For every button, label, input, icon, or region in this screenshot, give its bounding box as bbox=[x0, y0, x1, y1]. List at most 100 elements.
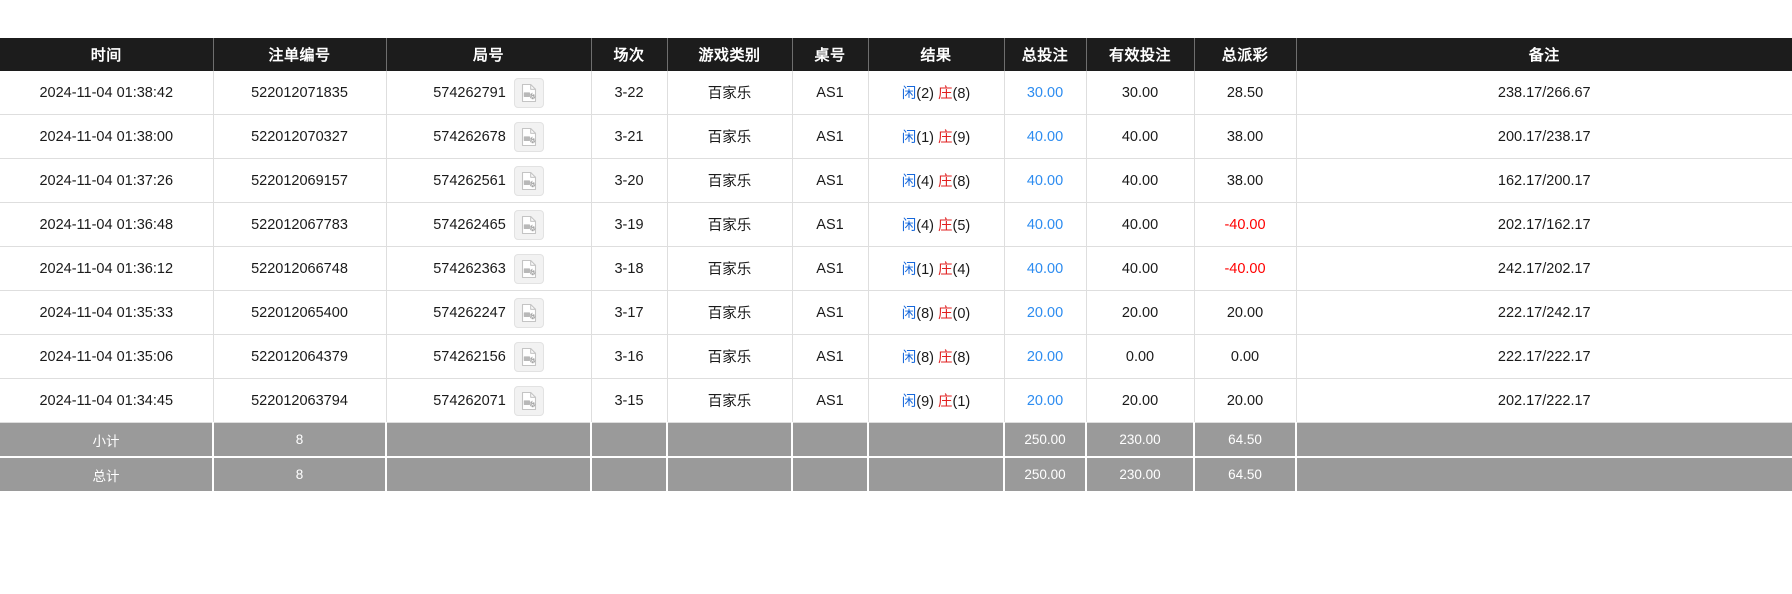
result-banker-label: 庄 bbox=[938, 130, 953, 146]
cell-time: 2024-11-04 01:36:12 bbox=[0, 246, 214, 291]
round-no-group: 574262071 bbox=[433, 385, 544, 416]
video-replay-icon[interactable] bbox=[513, 209, 544, 240]
cell-table-no: AS1 bbox=[792, 334, 869, 379]
column-header-session[interactable]: 场次 bbox=[591, 38, 668, 71]
column-header-total-bet[interactable]: 总投注 bbox=[1004, 38, 1087, 71]
cell-bet-no: 522012071835 bbox=[213, 71, 387, 115]
summary-valid-bet: 230.00 bbox=[1086, 457, 1195, 491]
result-player-score: (4) bbox=[916, 174, 934, 190]
cell-round-no: 574262791 bbox=[386, 71, 592, 115]
result-player-label: 闲 bbox=[901, 174, 917, 190]
result-banker-label: 庄 bbox=[938, 394, 953, 410]
column-header-game-type[interactable]: 游戏类别 bbox=[667, 38, 793, 71]
cell-table-no: AS1 bbox=[792, 114, 869, 159]
result-player-label: 闲 bbox=[901, 262, 917, 278]
summary-blank-game-type bbox=[667, 422, 793, 458]
cell-time: 2024-11-04 01:35:33 bbox=[0, 290, 214, 335]
cell-remark: 202.17/162.17 bbox=[1296, 202, 1792, 247]
cell-payout: 20.00 bbox=[1194, 290, 1297, 335]
header-row: 时间 注单编号 局号 场次 游戏类别 桌号 结果 总投注 有效投注 总派彩 备注 bbox=[0, 38, 1792, 71]
cell-total-bet: 20.00 bbox=[1004, 290, 1087, 335]
cell-payout: 38.00 bbox=[1194, 158, 1297, 203]
result-banker-label: 庄 bbox=[938, 174, 953, 190]
cell-remark: 200.17/238.17 bbox=[1296, 114, 1792, 159]
video-replay-icon[interactable] bbox=[513, 121, 544, 152]
video-replay-icon[interactable] bbox=[513, 165, 544, 196]
summary-blank-round bbox=[386, 457, 592, 491]
result-player-score: (1) bbox=[916, 262, 934, 278]
result-banker-label: 庄 bbox=[938, 86, 953, 102]
table-row: 2024-11-04 01:35:33 522012065400 574262247… bbox=[0, 290, 1792, 335]
round-no-text: 574262791 bbox=[433, 84, 506, 101]
cell-game-type: 百家乐 bbox=[667, 246, 793, 291]
summary-label: 小计 bbox=[0, 422, 214, 458]
table-row: 2024-11-04 01:37:26 522012069157 574262561… bbox=[0, 158, 1792, 203]
summary-payout: 64.50 bbox=[1194, 422, 1297, 458]
result-player-score: (2) bbox=[916, 86, 934, 102]
round-no-group: 574262561 bbox=[433, 165, 544, 196]
cell-result: 闲(4) 庄(5) bbox=[868, 202, 1005, 247]
column-header-remark[interactable]: 备注 bbox=[1296, 38, 1792, 71]
cell-session: 3-21 bbox=[591, 114, 668, 159]
result-banker-label: 庄 bbox=[938, 306, 953, 322]
table-header: 时间 注单编号 局号 场次 游戏类别 桌号 结果 总投注 有效投注 总派彩 备注 bbox=[0, 38, 1792, 71]
round-no-text: 574262156 bbox=[433, 348, 506, 365]
column-header-valid-bet[interactable]: 有效投注 bbox=[1086, 38, 1195, 71]
cell-session: 3-18 bbox=[591, 246, 668, 291]
cell-result: 闲(1) 庄(9) bbox=[868, 114, 1005, 159]
cell-valid-bet: 30.00 bbox=[1086, 71, 1195, 115]
column-header-payout[interactable]: 总派彩 bbox=[1194, 38, 1297, 71]
video-replay-icon[interactable] bbox=[513, 297, 544, 328]
cell-round-no: 574262247 bbox=[386, 290, 592, 335]
result-player-score: (1) bbox=[916, 130, 934, 146]
column-header-table-no[interactable]: 桌号 bbox=[792, 38, 869, 71]
cell-game-type: 百家乐 bbox=[667, 378, 793, 423]
cell-table-no: AS1 bbox=[792, 378, 869, 423]
cell-payout: 0.00 bbox=[1194, 334, 1297, 379]
cell-result: 闲(4) 庄(8) bbox=[868, 158, 1005, 203]
cell-total-bet: 30.00 bbox=[1004, 71, 1087, 115]
cell-remark: 162.17/200.17 bbox=[1296, 158, 1792, 203]
cell-valid-bet: 20.00 bbox=[1086, 290, 1195, 335]
summary-label: 总计 bbox=[0, 457, 214, 491]
round-no-group: 574262465 bbox=[433, 209, 544, 240]
cell-remark: 238.17/266.67 bbox=[1296, 71, 1792, 115]
result-banker-score: (1) bbox=[952, 394, 971, 410]
summary-total-bet: 250.00 bbox=[1004, 422, 1087, 458]
video-replay-icon[interactable] bbox=[513, 385, 544, 416]
summary-count: 8 bbox=[213, 422, 387, 458]
summary-blank-remark bbox=[1296, 457, 1792, 491]
summary-blank-session bbox=[591, 457, 668, 491]
result-player-label: 闲 bbox=[901, 130, 917, 146]
video-replay-icon[interactable] bbox=[513, 253, 544, 284]
video-replay-icon[interactable] bbox=[513, 77, 544, 108]
cell-bet-no: 522012070327 bbox=[213, 114, 387, 159]
round-no-text: 574262071 bbox=[433, 392, 506, 409]
cell-bet-no: 522012069157 bbox=[213, 158, 387, 203]
result-banker-label: 庄 bbox=[938, 350, 953, 366]
cell-round-no: 574262071 bbox=[386, 378, 592, 423]
summary-row-subtotal: 小计 8 250.00 230.00 64.50 bbox=[0, 422, 1792, 458]
video-replay-icon[interactable] bbox=[513, 341, 544, 372]
column-header-result[interactable]: 结果 bbox=[868, 38, 1005, 71]
round-no-text: 574262363 bbox=[433, 260, 506, 277]
cell-session: 3-19 bbox=[591, 202, 668, 247]
column-header-round-no[interactable]: 局号 bbox=[386, 38, 592, 71]
cell-time: 2024-11-04 01:38:00 bbox=[0, 114, 214, 159]
column-header-bet-no[interactable]: 注单编号 bbox=[213, 38, 387, 71]
summary-blank-result bbox=[868, 457, 1005, 491]
cell-game-type: 百家乐 bbox=[667, 202, 793, 247]
column-header-time[interactable]: 时间 bbox=[0, 38, 214, 71]
summary-blank-game-type bbox=[667, 457, 793, 491]
table-row: 2024-11-04 01:38:00 522012070327 574262678… bbox=[0, 114, 1792, 159]
cell-valid-bet: 0.00 bbox=[1086, 334, 1195, 379]
result-banker-score: (9) bbox=[952, 130, 971, 146]
cell-time: 2024-11-04 01:37:26 bbox=[0, 158, 214, 203]
summary-blank-session bbox=[591, 422, 668, 458]
cell-total-bet: 40.00 bbox=[1004, 246, 1087, 291]
table-row: 2024-11-04 01:36:48 522012067783 574262465… bbox=[0, 202, 1792, 247]
summary-blank-table-no bbox=[792, 422, 869, 458]
cell-payout: -40.00 bbox=[1194, 202, 1297, 247]
round-no-group: 574262156 bbox=[433, 341, 544, 372]
cell-valid-bet: 40.00 bbox=[1086, 246, 1195, 291]
